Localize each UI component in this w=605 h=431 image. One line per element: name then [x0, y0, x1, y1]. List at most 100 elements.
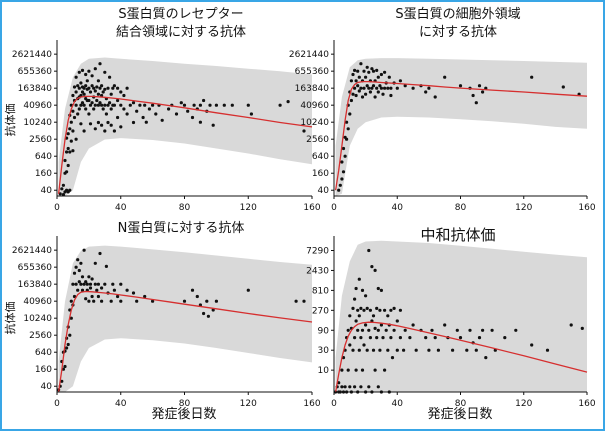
data-point: [190, 288, 195, 292]
x-tick-label: 120: [515, 399, 532, 409]
data-point: [474, 101, 478, 105]
data-point: [354, 319, 358, 323]
data-point: [116, 86, 120, 90]
data-point: [368, 90, 372, 94]
data-point: [359, 306, 363, 310]
data-point: [367, 86, 371, 90]
data-point: [348, 343, 352, 347]
data-point: [246, 288, 250, 292]
data-point: [84, 280, 88, 284]
data-point: [359, 62, 363, 66]
data-point: [484, 356, 488, 360]
data-point: [371, 348, 376, 352]
data-point: [424, 90, 428, 94]
data-point: [340, 368, 344, 372]
data-point: [104, 264, 108, 268]
data-point: [79, 261, 83, 265]
data-point: [98, 62, 102, 66]
data-point: [338, 183, 342, 187]
data-point: [340, 385, 344, 389]
data-point: [249, 112, 253, 116]
fitted-curve: [57, 95, 313, 194]
data-point: [109, 299, 113, 303]
data-point: [84, 72, 88, 77]
data-point: [389, 308, 393, 312]
x-tick-label: 160: [578, 399, 595, 409]
y-tick-label: 160: [312, 169, 329, 179]
data-point: [392, 306, 396, 310]
data-point: [60, 379, 64, 383]
confidence-band: [58, 57, 312, 196]
y-tick-label: 2560: [29, 135, 52, 145]
data-point: [112, 84, 116, 88]
data-point: [135, 109, 139, 113]
data-point: [386, 314, 390, 318]
y-tick-label: 2560: [29, 331, 52, 341]
data-point: [79, 282, 83, 286]
data-point: [230, 103, 234, 107]
data-point: [80, 68, 85, 72]
data-point: [424, 336, 428, 340]
y-tick-label: 640: [35, 348, 52, 358]
panel-title: N蛋白質に対する抗体: [118, 220, 245, 236]
data-point: [143, 294, 147, 299]
data-point: [345, 137, 349, 141]
data-point: [351, 72, 355, 77]
data-point: [378, 348, 382, 352]
data-point: [100, 103, 104, 107]
y-tick-label: 163840: [18, 84, 53, 94]
panel-rbd: 40 160 640 2560 10240 40960 163840 655360 262144…: [3, 6, 321, 213]
y-tick-label: 10240: [23, 314, 52, 324]
data-point: [63, 158, 67, 163]
data-point: [112, 103, 116, 107]
data-point: [349, 98, 353, 103]
data-point: [386, 86, 390, 90]
data-point: [481, 90, 485, 94]
data-point: [96, 120, 100, 125]
data-point: [392, 328, 396, 332]
data-point: [119, 103, 123, 107]
data-point: [364, 75, 368, 79]
y-tick-label: 2430: [306, 266, 329, 276]
data-point: [108, 101, 112, 105]
data-point: [109, 123, 113, 127]
data-point: [66, 132, 70, 136]
data-point: [381, 92, 385, 96]
data-point: [104, 112, 108, 116]
data-point: [160, 118, 164, 122]
confidence-band: [58, 245, 312, 392]
y-axis-label: 抗体価: [3, 302, 17, 335]
data-point: [205, 299, 209, 303]
data-point: [125, 86, 129, 90]
data-point: [398, 79, 402, 83]
data-point: [65, 346, 69, 350]
data-point: [427, 86, 431, 90]
data-point: [367, 385, 371, 389]
data-point: [87, 98, 91, 103]
data-point: [82, 103, 86, 107]
data-point: [100, 93, 104, 98]
data-point: [376, 75, 380, 79]
data-point: [408, 336, 412, 340]
y-tick-label: 10240: [23, 118, 52, 128]
data-point: [112, 288, 116, 292]
data-point: [74, 103, 78, 107]
data-point: [368, 308, 372, 312]
data-point: [378, 84, 382, 88]
data-point: [103, 87, 107, 91]
data-point: [370, 67, 374, 71]
data-point: [90, 294, 94, 299]
data-point: [371, 69, 376, 73]
data-point: [375, 68, 379, 72]
y-tick-label: 40960: [300, 101, 329, 111]
data-point: [359, 86, 363, 90]
data-point: [351, 306, 355, 310]
data-point: [384, 328, 388, 332]
data-point: [167, 107, 171, 111]
data-point: [147, 107, 151, 111]
data-point: [138, 103, 142, 107]
data-point: [92, 107, 96, 111]
fitted-curve: [334, 80, 588, 191]
data-point: [68, 188, 72, 192]
